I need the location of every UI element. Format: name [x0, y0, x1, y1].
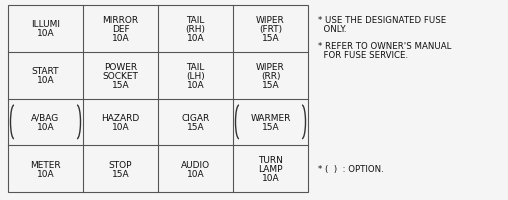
Text: 15A: 15A [186, 122, 204, 131]
Text: METER: METER [30, 160, 61, 169]
Text: * USE THE DESIGNATED FUSE: * USE THE DESIGNATED FUSE [318, 16, 446, 25]
Text: WARMER: WARMER [250, 113, 291, 122]
Text: SOCKET: SOCKET [103, 71, 139, 80]
Text: (LH): (LH) [186, 71, 205, 80]
Text: 10A: 10A [37, 122, 54, 131]
Text: LAMP: LAMP [258, 164, 283, 173]
Text: WIPER: WIPER [256, 62, 285, 71]
Text: 10A: 10A [37, 76, 54, 85]
Text: (RR): (RR) [261, 71, 280, 80]
Text: ILLUMI: ILLUMI [31, 20, 60, 29]
Text: (RH): (RH) [185, 25, 206, 34]
Text: ONLY.: ONLY. [318, 25, 346, 34]
Text: HAZARD: HAZARD [102, 113, 140, 122]
Text: 10A: 10A [37, 169, 54, 178]
Text: CIGAR: CIGAR [181, 113, 210, 122]
Text: 15A: 15A [262, 80, 279, 89]
Text: 15A: 15A [112, 169, 130, 178]
Text: TAIL: TAIL [186, 16, 205, 25]
Text: 10A: 10A [186, 169, 204, 178]
Text: * (  )  : OPTION.: * ( ) : OPTION. [318, 164, 384, 173]
Text: FOR FUSE SERVICE.: FOR FUSE SERVICE. [318, 51, 408, 60]
Text: 15A: 15A [262, 122, 279, 131]
Text: 10A: 10A [112, 122, 130, 131]
Text: A/BAG: A/BAG [31, 113, 59, 122]
Text: WIPER: WIPER [256, 16, 285, 25]
Text: POWER: POWER [104, 62, 137, 71]
Text: 10A: 10A [112, 34, 130, 43]
Text: TAIL: TAIL [186, 62, 205, 71]
Text: 15A: 15A [262, 34, 279, 43]
Text: MIRROR: MIRROR [103, 16, 139, 25]
Text: 10A: 10A [186, 34, 204, 43]
Text: 10A: 10A [262, 173, 279, 182]
Text: 10A: 10A [37, 29, 54, 38]
Text: 15A: 15A [112, 80, 130, 89]
Text: START: START [31, 67, 59, 76]
Text: TURN: TURN [258, 155, 283, 164]
Text: 10A: 10A [186, 80, 204, 89]
Text: AUDIO: AUDIO [181, 160, 210, 169]
Text: (FRT): (FRT) [259, 25, 282, 34]
Text: STOP: STOP [109, 160, 132, 169]
Text: * REFER TO OWNER'S MANUAL: * REFER TO OWNER'S MANUAL [318, 42, 452, 51]
Text: DEF: DEF [112, 25, 130, 34]
